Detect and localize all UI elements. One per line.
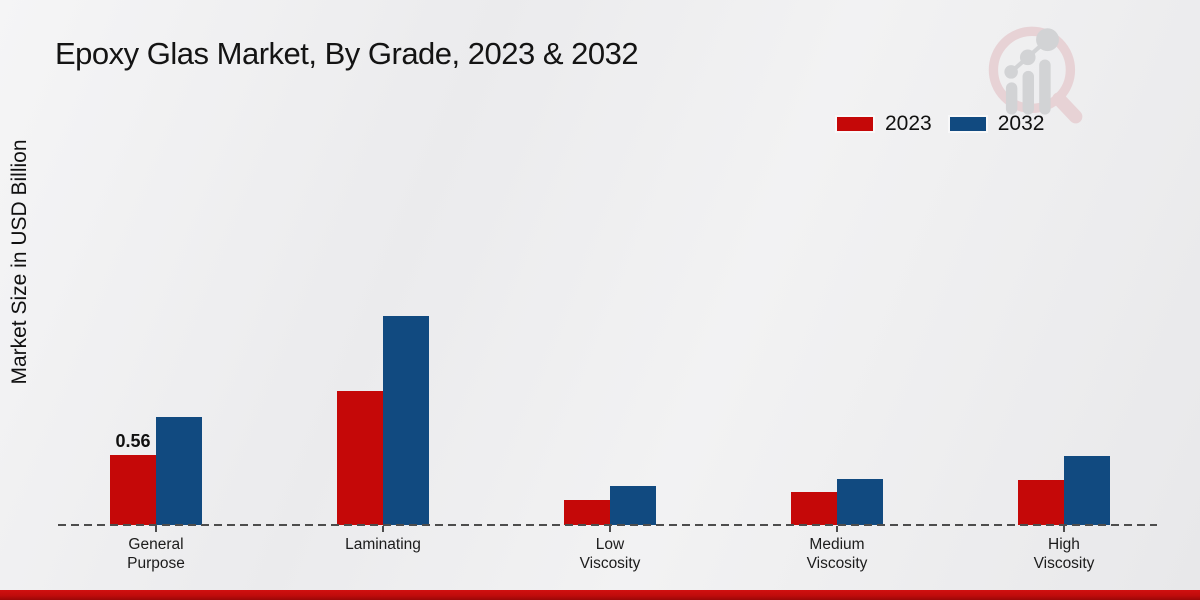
x-axis-category-label: Medium Viscosity: [806, 536, 868, 573]
bar-2023-high-viscosity: [1018, 480, 1064, 525]
x-axis-tick: [155, 526, 157, 532]
x-axis-category-label: General Purpose: [127, 536, 185, 573]
bar-2023-low-viscosity: [564, 500, 610, 525]
y-axis-label: Market Size in USD Billion: [8, 139, 31, 385]
x-axis-category-label: High Viscosity: [1033, 536, 1095, 573]
legend-swatch-2023-icon: [837, 117, 873, 131]
market-research-magnifier-logo-icon: [988, 26, 1083, 124]
legend-swatch-2032-icon: [949, 117, 986, 131]
legend-item-2023: 2023: [837, 112, 932, 136]
bar-2023-general-purpose: [110, 455, 156, 525]
x-axis-tick: [609, 526, 611, 532]
x-axis-category-label: Laminating: [345, 536, 421, 553]
x-axis-category-label: Low Viscosity: [579, 536, 641, 573]
bar-2032-low-viscosity: [610, 486, 656, 525]
x-axis-baseline: [58, 524, 1157, 526]
bar-2032-laminating: [383, 316, 429, 525]
x-axis-tick: [836, 526, 838, 532]
legend-label: 2032: [997, 112, 1045, 135]
bar-2023-medium-viscosity: [791, 492, 837, 525]
bar-2032-high-viscosity: [1064, 456, 1110, 525]
x-axis-tick: [1063, 526, 1065, 532]
bar-value-label: 0.56: [115, 431, 151, 451]
legend-item-2032: 2032: [949, 112, 1045, 136]
bottom-accent-bar: [0, 590, 1200, 600]
x-axis-tick: [382, 526, 384, 532]
bar-2032-general-purpose: [156, 417, 202, 525]
legend: 2023 2032: [837, 112, 1044, 136]
bar-2023-laminating: [337, 391, 383, 525]
legend-label: 2023: [885, 112, 932, 135]
bar-2032-medium-viscosity: [837, 479, 883, 525]
chart-title: Epoxy Glas Market, By Grade, 2023 & 2032: [55, 36, 639, 71]
